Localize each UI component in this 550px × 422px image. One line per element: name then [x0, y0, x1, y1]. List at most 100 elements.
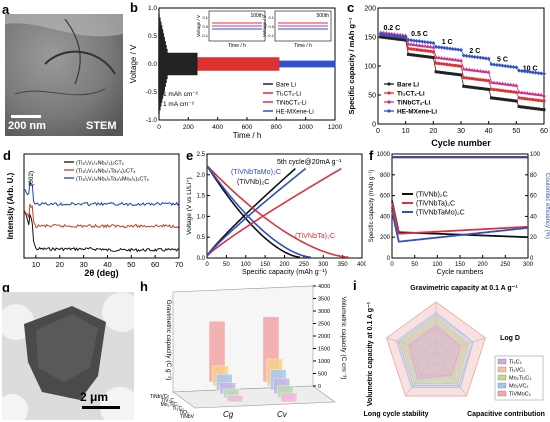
x-tick-label: 300 — [318, 262, 329, 268]
x-axis-label: 2θ (deg) — [84, 268, 118, 278]
legend-label: Ti₃CTₓ-Li — [397, 91, 425, 98]
bar — [226, 395, 244, 403]
peak-label: (002) — [28, 171, 35, 186]
data-point — [382, 35, 386, 39]
series-label: (TiVNbTaMo)₂C — [231, 167, 281, 176]
data-point — [542, 93, 546, 97]
data-point — [534, 107, 538, 111]
data-point — [412, 47, 416, 51]
data-point — [445, 46, 450, 51]
x-tick-label: 60 — [540, 128, 548, 135]
data-point — [481, 55, 486, 60]
chart-title: 5th cycle@20mA g⁻¹ — [277, 159, 342, 166]
x-axis-label: Specific capacity (mAh g⁻¹) — [242, 269, 327, 276]
annotation: 1 mAh cm⁻² — [163, 91, 199, 98]
data-point — [500, 63, 505, 68]
data-point — [542, 99, 546, 103]
inset-y-tick-label: -0.1 — [201, 33, 209, 38]
legend-marker — [387, 91, 391, 95]
y-tick-label: 1000 — [377, 152, 391, 158]
floor — [172, 385, 336, 409]
data-point — [536, 98, 541, 102]
data-point — [511, 83, 516, 87]
data-point — [517, 105, 521, 109]
series-0 — [206, 165, 301, 258]
data-point — [536, 107, 540, 111]
y-axis-label: Intensity (Arb. U.) — [6, 172, 15, 239]
data-point — [475, 68, 480, 73]
data-point — [406, 47, 411, 51]
y2-tick-label: 3500 — [318, 297, 330, 303]
rate-label: 10 C — [523, 66, 538, 73]
data-point — [464, 53, 469, 58]
data-point — [436, 45, 441, 50]
data-point — [539, 99, 543, 103]
legend-label: Mo₂Ti₂C₃ — [509, 376, 532, 382]
data-point — [387, 33, 392, 38]
data-point — [428, 44, 433, 49]
data-point — [420, 43, 425, 48]
radar-axis-label: Capacitive contribution — [467, 411, 545, 418]
x-tick-label: 10 — [32, 260, 40, 269]
category-label: TiNbVCr — [150, 394, 169, 400]
legend-label: (TiVNb)₂C — [416, 192, 448, 199]
y-tick-label: 200 — [364, 6, 376, 13]
legend-label: (TiVNbTaMo)₂C — [416, 210, 465, 217]
data-point — [434, 70, 438, 74]
data-point — [404, 38, 408, 42]
radar-axis-label: Volumetric capacity at 0.1 A g⁻¹ — [367, 301, 374, 406]
data-point — [508, 64, 513, 69]
data-point — [509, 90, 513, 94]
inset-y-label: Voltage / V — [196, 15, 201, 37]
x-tick-label: 200 — [478, 262, 489, 268]
y-tick-label: 400 — [380, 214, 391, 220]
data-point — [439, 55, 444, 60]
x-tick-label: 30 — [457, 128, 465, 135]
legend-label: (TiVNbTa)₂C — [416, 201, 455, 208]
data-point — [536, 92, 541, 97]
data-point — [461, 53, 466, 58]
y-axis-label: Specific capacity (mAh g⁻¹) — [369, 170, 375, 243]
data-point — [525, 97, 529, 101]
y2-tick-label: 2000 — [318, 334, 330, 340]
data-point — [453, 47, 458, 52]
category-label: TiO₂ — [179, 410, 189, 416]
data-point — [470, 54, 475, 59]
x-tick-label: 50 — [223, 262, 230, 268]
data-point — [411, 38, 416, 43]
category-label: Mo₂TiC₂ — [161, 402, 179, 408]
panel-label-g: g — [2, 280, 10, 295]
data-point — [429, 55, 433, 59]
data-point — [525, 91, 530, 95]
data-point — [519, 90, 524, 94]
data-point — [414, 38, 419, 43]
capacity-curve — [391, 202, 529, 235]
rate-label: 5 C — [497, 56, 508, 63]
panel-label-a: a — [2, 2, 10, 17]
data-point — [514, 83, 519, 87]
data-point — [489, 87, 494, 91]
x-tick-label: 40 — [485, 128, 493, 135]
panel-e: e 0 50 100 150 200 250 300 350 400 0.0 0.5 1.0 1.5 2.0… — [186, 148, 366, 276]
inset-title: 500th — [316, 13, 329, 19]
y2-tick-label: 100 — [530, 152, 541, 158]
data-point — [431, 45, 436, 49]
data-point — [494, 80, 499, 85]
data-point — [486, 70, 491, 74]
y-tick-label: -1.0 — [146, 117, 158, 124]
data-point — [514, 99, 518, 103]
y2-tick-label: 80 — [530, 173, 537, 179]
x-tick-label: 10 — [402, 128, 410, 135]
y2-tick-label: 4000 — [318, 284, 330, 290]
data-point — [417, 39, 422, 44]
x-tick-label: 40 — [103, 260, 111, 269]
y2-axis-label: Coulombic efficiency (%) — [544, 173, 550, 239]
panel-label-i: i — [353, 278, 357, 293]
data-point — [520, 105, 524, 109]
data-point — [517, 68, 522, 73]
data-point — [440, 70, 444, 74]
legend-label: Mo₂VC₂ — [509, 384, 529, 390]
data-point — [539, 107, 543, 111]
data-point — [398, 34, 403, 39]
data-point — [484, 78, 488, 82]
